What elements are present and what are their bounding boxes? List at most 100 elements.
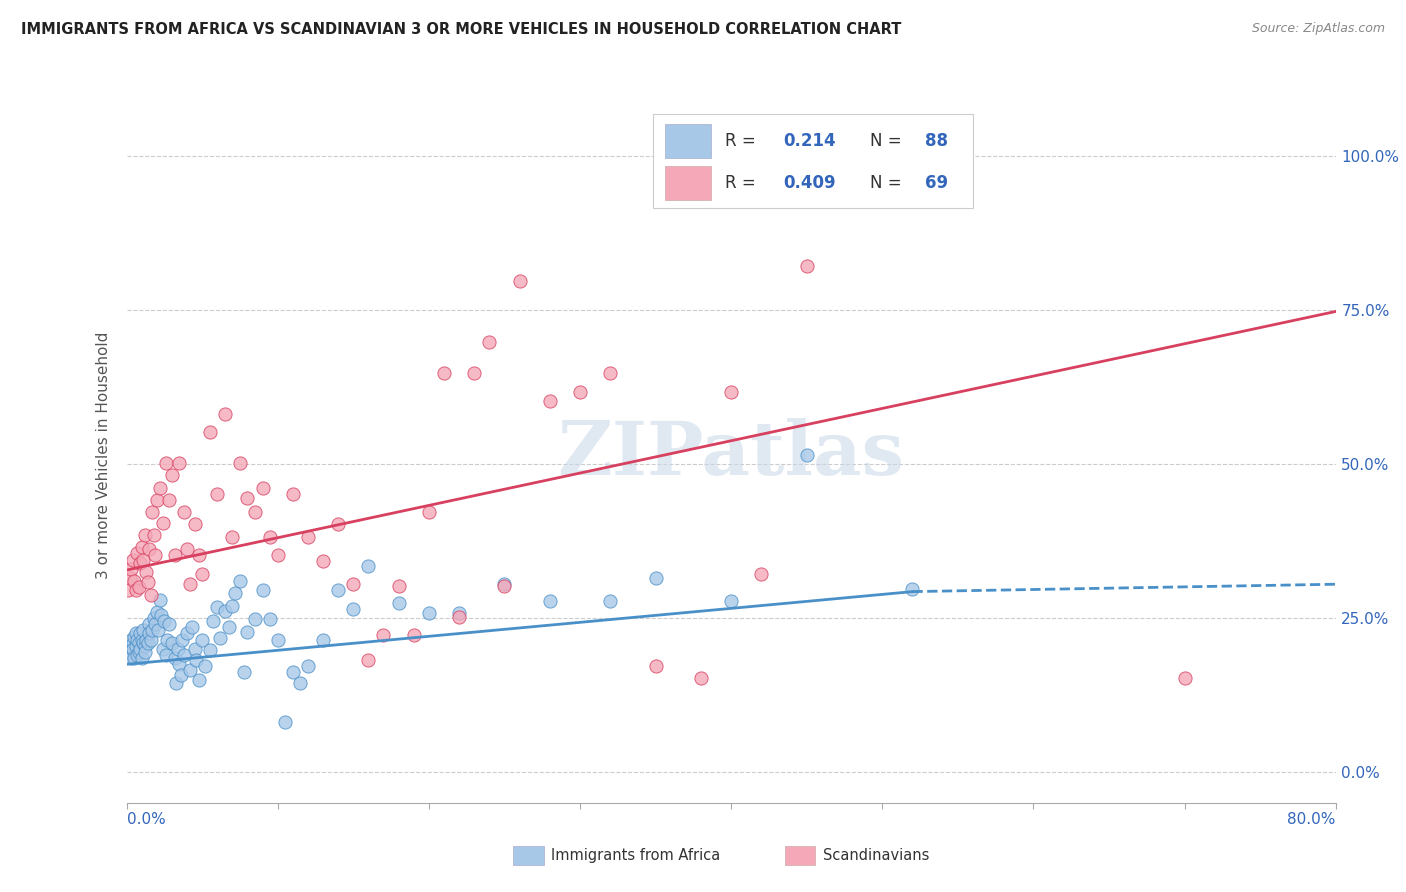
Text: N =: N = [870,174,907,192]
Point [146,605,169,619]
Point [267,632,290,647]
Point [599,366,621,380]
Point [142,611,165,625]
Point [236,624,259,639]
Point [124,639,146,653]
FancyBboxPatch shape [652,114,973,208]
Point [129,556,152,570]
Point [538,594,561,608]
Point [156,632,179,647]
Point [1173,672,1195,686]
Point [169,456,191,470]
Point [118,571,141,585]
Point [183,517,205,532]
Point [129,626,152,640]
Text: 69: 69 [925,174,948,192]
Point [163,651,186,665]
Point [599,594,621,608]
Point [388,579,411,593]
Text: IMMIGRANTS FROM AFRICA VS SCANDINAVIAN 3 OR MORE VEHICLES IN HOUSEHOLD CORRELATI: IMMIGRANTS FROM AFRICA VS SCANDINAVIAN 3… [21,22,901,37]
Point [135,632,157,647]
Point [157,492,180,507]
Text: 0.214: 0.214 [783,132,835,150]
Point [160,468,183,483]
Point [173,505,195,519]
Point [901,582,924,596]
Point [720,384,742,399]
Point [120,632,142,647]
Point [132,624,155,638]
Point [281,665,304,680]
Point [418,606,440,620]
Point [173,648,195,662]
Text: 0.409: 0.409 [783,174,835,192]
Point [121,552,143,566]
Point [135,565,157,579]
Point [357,558,380,573]
Point [122,574,145,589]
Point [128,645,150,659]
Point [155,456,177,470]
Point [118,639,141,653]
FancyBboxPatch shape [665,124,710,158]
Point [218,620,240,634]
Point [214,407,236,421]
Point [198,643,221,657]
Point [281,486,304,500]
Point [143,549,166,563]
Point [172,632,194,647]
Point [131,632,153,647]
Point [124,583,146,598]
Point [326,517,350,532]
Point [153,614,176,628]
Point [194,659,217,673]
Point [136,636,159,650]
Point [134,639,156,653]
Point [274,714,297,729]
Point [224,586,246,600]
Point [214,604,236,618]
Point [128,580,150,594]
Point [373,628,395,642]
Point [191,632,214,647]
Point [180,620,202,634]
Point [342,577,364,591]
Point [117,583,139,598]
Text: R =: R = [725,132,761,150]
Point [229,574,252,589]
Point [243,612,266,626]
Point [221,530,243,544]
Point [132,552,155,566]
Point [494,577,516,591]
Point [494,579,516,593]
Point [134,528,156,542]
Point [342,602,364,616]
FancyBboxPatch shape [665,166,710,200]
Point [170,667,193,681]
Point [136,575,159,590]
Point [122,630,145,644]
Point [152,641,174,656]
Point [120,562,142,576]
Point [139,588,162,602]
Point [201,614,224,628]
Point [946,162,969,177]
Point [796,448,818,462]
Text: Immigrants from Africa: Immigrants from Africa [551,848,720,863]
Point [148,624,170,638]
Point [463,366,485,380]
Point [418,505,440,519]
Point [131,541,153,555]
Point [689,672,711,686]
Point [236,491,259,505]
Point [131,651,153,665]
Point [259,530,281,544]
Point [568,384,592,399]
Point [447,606,470,620]
Point [138,626,160,640]
Point [509,274,531,288]
Point [243,505,266,519]
Point [191,566,214,581]
Point [167,641,190,656]
Point [139,632,162,647]
